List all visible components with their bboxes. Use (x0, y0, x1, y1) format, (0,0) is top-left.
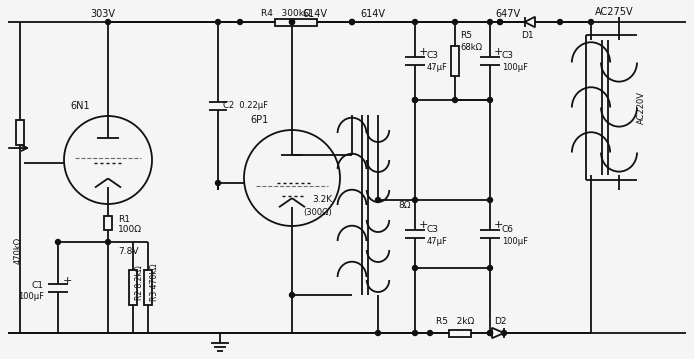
Text: R1: R1 (118, 215, 130, 224)
Bar (129, 270, 137, 305)
Circle shape (237, 19, 242, 24)
Circle shape (498, 19, 502, 24)
Circle shape (350, 19, 355, 24)
Circle shape (375, 331, 380, 336)
Circle shape (105, 239, 110, 244)
Text: AC220V: AC220V (637, 91, 646, 124)
Circle shape (289, 19, 294, 24)
Text: +: + (419, 220, 428, 230)
Text: 614V: 614V (302, 9, 327, 19)
Circle shape (487, 331, 493, 336)
Circle shape (289, 19, 294, 24)
Text: 68kΩ: 68kΩ (460, 42, 482, 51)
Circle shape (350, 19, 355, 24)
Circle shape (216, 181, 221, 186)
Circle shape (412, 197, 418, 202)
Text: 6P1: 6P1 (251, 115, 269, 125)
Text: R5: R5 (460, 32, 472, 41)
Bar (16, 120, 24, 145)
Text: 647V: 647V (495, 9, 520, 19)
Circle shape (56, 239, 60, 244)
Circle shape (412, 266, 418, 270)
Text: 100µF: 100µF (502, 64, 528, 73)
Text: +: + (63, 275, 72, 285)
Text: D1: D1 (520, 31, 533, 39)
Bar (275, 19, 317, 25)
Circle shape (487, 19, 493, 24)
Text: 47µF: 47µF (427, 64, 448, 73)
Text: 100µF: 100µF (18, 292, 44, 301)
Text: R4   300kΩ: R4 300kΩ (261, 9, 311, 19)
Text: R2 8.2kΩ: R2 8.2kΩ (135, 265, 144, 300)
Text: C3: C3 (427, 224, 439, 233)
Bar (144, 270, 152, 305)
Circle shape (487, 331, 493, 336)
Circle shape (498, 19, 502, 24)
Bar (448, 330, 471, 336)
Circle shape (64, 116, 152, 204)
Text: +: + (494, 47, 503, 57)
Circle shape (487, 197, 493, 202)
Circle shape (428, 331, 432, 336)
Text: 614V: 614V (360, 9, 385, 19)
Bar (451, 46, 459, 76)
Text: 6N1: 6N1 (70, 101, 90, 111)
Text: C3: C3 (502, 51, 514, 61)
Circle shape (502, 331, 507, 336)
Circle shape (557, 19, 563, 24)
Polygon shape (492, 328, 504, 338)
Text: +: + (419, 47, 428, 57)
Text: 303V: 303V (90, 9, 115, 19)
Circle shape (216, 19, 221, 24)
Text: C6: C6 (502, 224, 514, 233)
Circle shape (412, 98, 418, 103)
Circle shape (589, 19, 593, 24)
Text: 7.8V: 7.8V (118, 247, 139, 256)
Text: R5   2kΩ: R5 2kΩ (436, 317, 474, 326)
Circle shape (487, 266, 493, 270)
Circle shape (375, 197, 380, 202)
Text: C2  0.22µF: C2 0.22µF (223, 102, 268, 111)
Text: 3.2K: 3.2K (312, 196, 332, 205)
Circle shape (244, 130, 340, 226)
Text: C1: C1 (32, 281, 44, 290)
Circle shape (452, 19, 457, 24)
Polygon shape (525, 17, 535, 27)
Circle shape (412, 19, 418, 24)
Text: C3: C3 (427, 51, 439, 61)
Text: (300Ω): (300Ω) (303, 209, 332, 218)
Text: 470kΩ: 470kΩ (13, 237, 22, 264)
Circle shape (289, 293, 294, 298)
Circle shape (412, 98, 418, 103)
Text: 47µF: 47µF (427, 237, 448, 246)
Text: 8Ω: 8Ω (398, 200, 410, 210)
Text: D2: D2 (493, 317, 506, 326)
Circle shape (412, 331, 418, 336)
Text: 100µF: 100µF (502, 237, 528, 246)
Circle shape (452, 98, 457, 103)
Circle shape (105, 19, 110, 24)
Circle shape (487, 98, 493, 103)
Text: AC275V: AC275V (595, 7, 634, 17)
Bar (104, 216, 112, 230)
Text: R3 470kΩ: R3 470kΩ (150, 264, 159, 301)
Text: +: + (494, 220, 503, 230)
Text: 100Ω: 100Ω (118, 225, 142, 234)
